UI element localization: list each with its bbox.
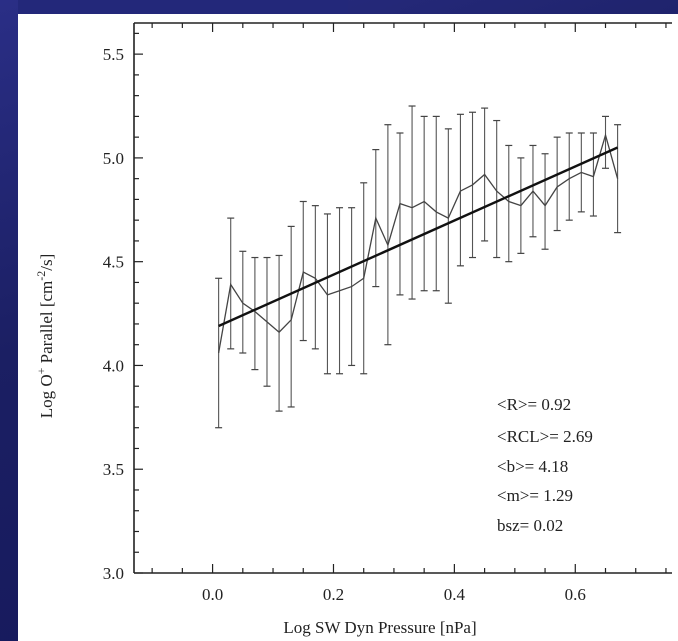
stat-rcl: <RCL>= 2.69 [497, 427, 593, 446]
stat-r: <R>= 0.92 [497, 395, 571, 414]
y-tick-label: 4.5 [103, 253, 124, 272]
data-series-line [217, 132, 619, 354]
linear-fit-line [218, 146, 619, 328]
fit-statistics: <R>= 0.92 <RCL>= 2.69 <b>= 4.18 <m>= 1.2… [497, 395, 593, 535]
x-tick-label: 0.0 [202, 585, 223, 604]
error-bars [215, 105, 622, 429]
stat-m: <m>= 1.29 [497, 486, 573, 505]
plot-axes [133, 22, 672, 574]
figure-panel [18, 14, 678, 641]
y-tick-label: 3.5 [103, 460, 124, 479]
y-axis-title-superscript-exponent: -2 [34, 271, 48, 281]
y-axis-title-superscript-plus: + [34, 367, 48, 374]
top-strip [18, 0, 348, 14]
x-axis-title: Log SW Dyn Pressure [nPa] [283, 618, 476, 637]
y-tick-label: 3.0 [103, 564, 124, 583]
tick-marks [134, 23, 667, 574]
tick-labels: 0.0 0.2 0.4 0.6 3.0 3.5 4.0 4.5 5.0 5.5 [103, 45, 586, 604]
y-axis-title-middle: Parallel [cm [37, 281, 56, 368]
y-tick-label: 4.0 [103, 356, 124, 375]
y-axis-title-main: Log O [37, 374, 56, 418]
y-tick-label: 5.0 [103, 149, 124, 168]
stat-bsz: bsz= 0.02 [497, 516, 563, 535]
x-tick-label: 0.4 [444, 585, 466, 604]
y-tick-label: 5.5 [103, 45, 124, 64]
y-axis-title: Log O+ Parallel [cm-2/s] [34, 254, 56, 419]
y-axis-title-end: /s] [37, 254, 56, 271]
x-tick-label: 0.2 [323, 585, 344, 604]
x-tick-label: 0.6 [565, 585, 586, 604]
stat-b: <b>= 4.18 [497, 457, 568, 476]
